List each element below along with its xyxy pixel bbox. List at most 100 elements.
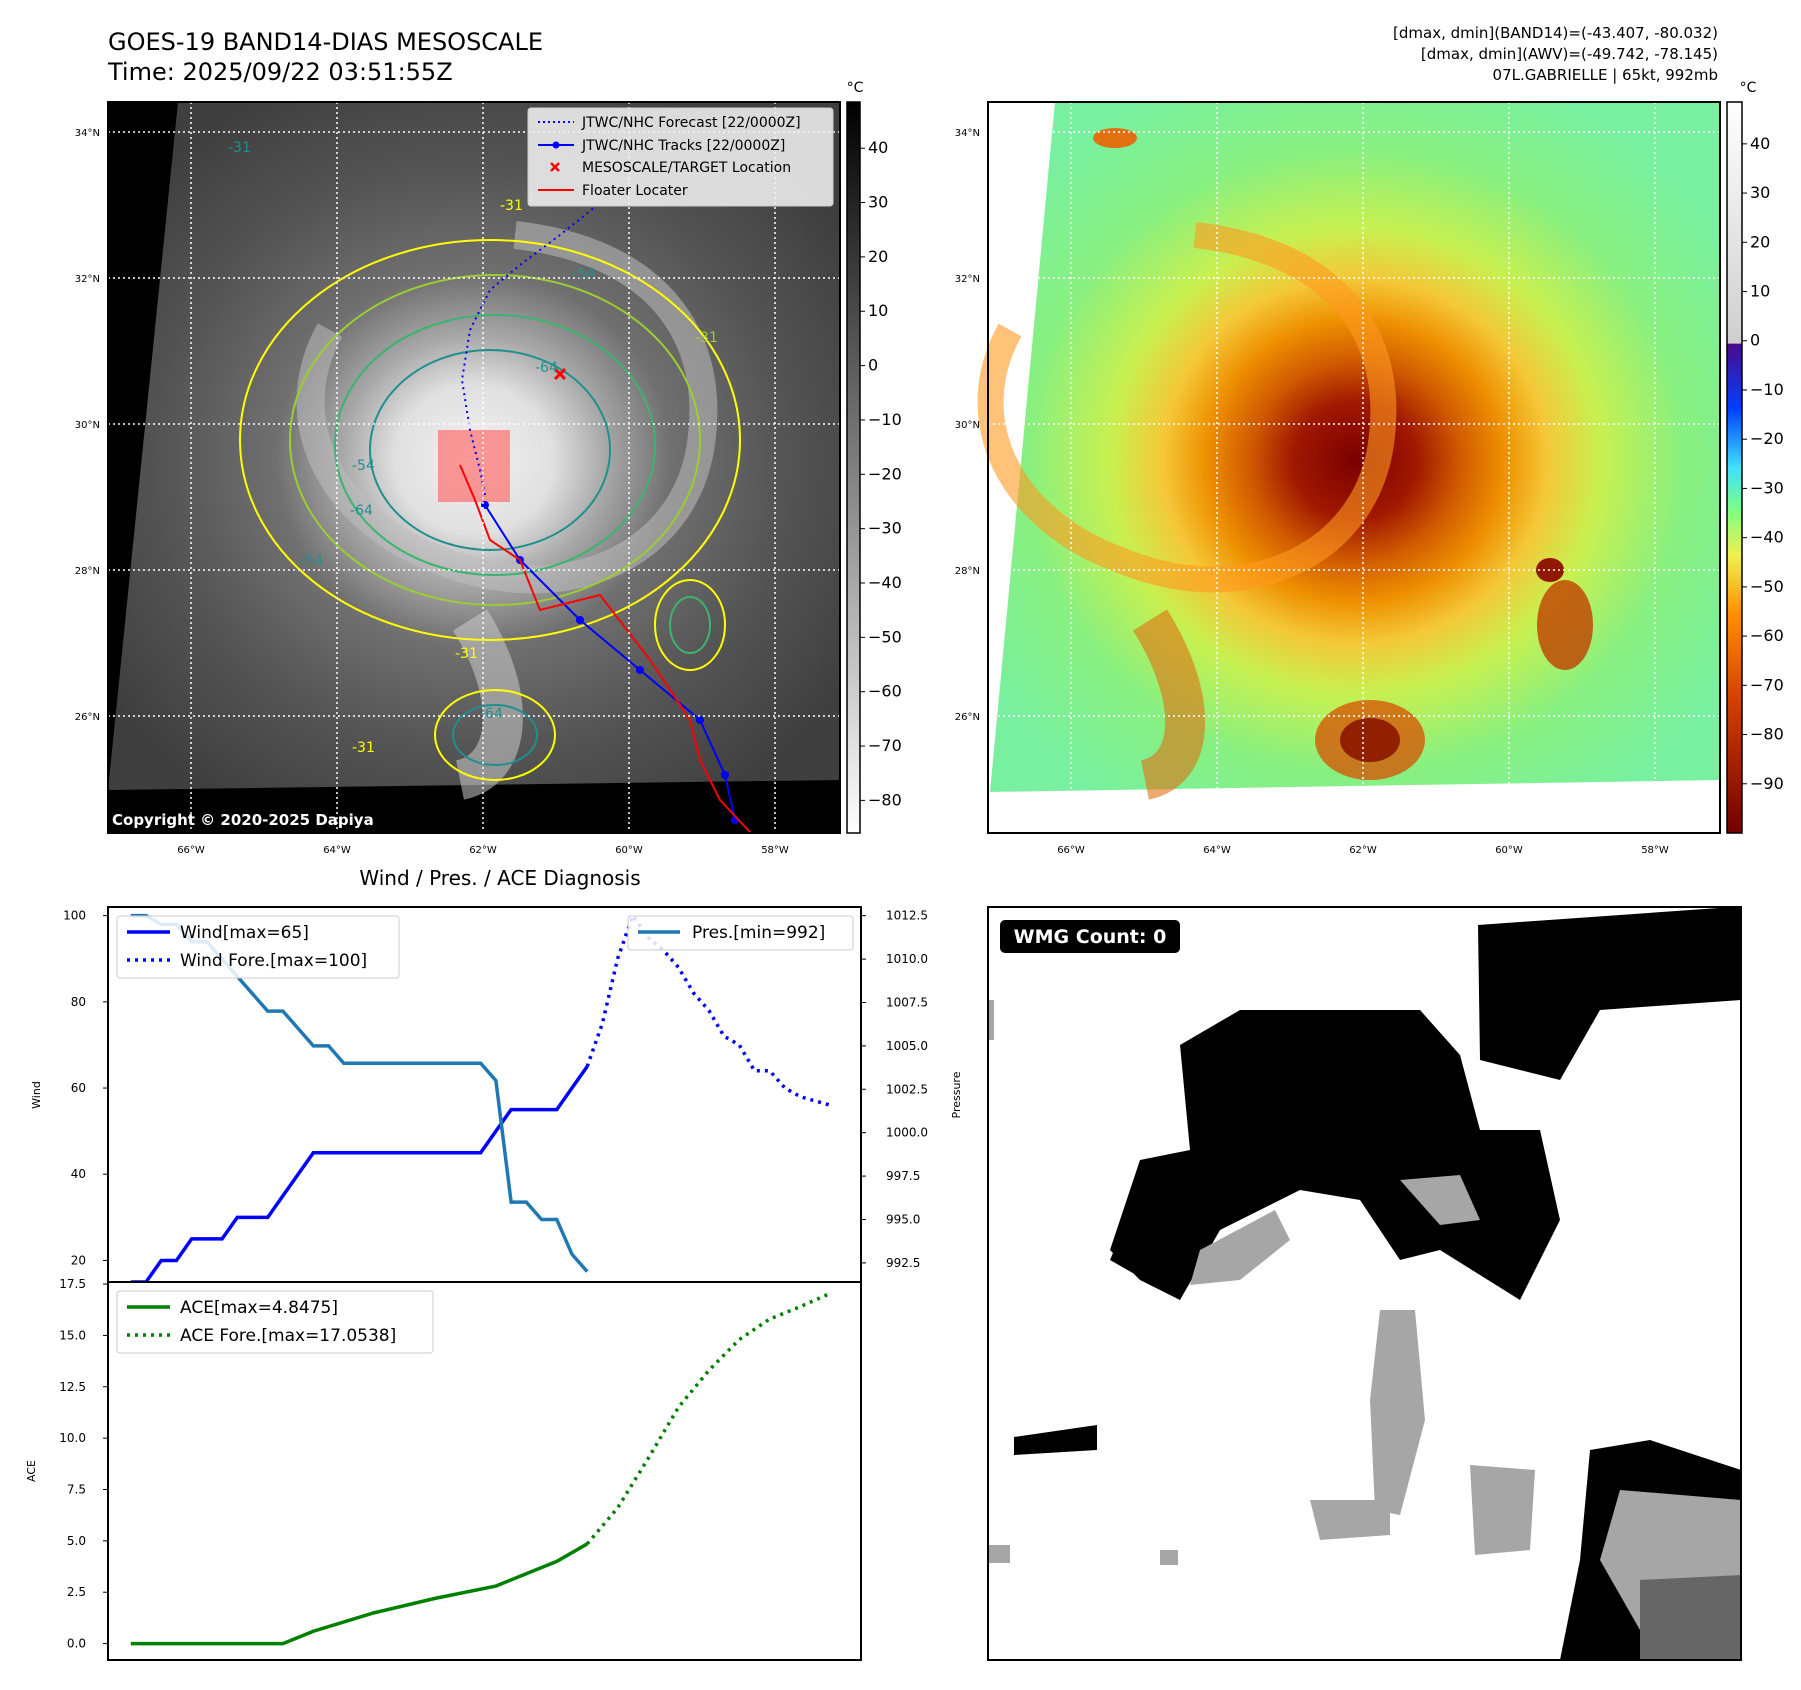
contour-label: -54 <box>300 553 323 569</box>
colorbar-tick-label: −30 <box>1750 478 1784 497</box>
colorbar-tick-label: −80 <box>1750 725 1784 744</box>
y-right-tick-label: 1012.5 <box>886 909 928 923</box>
lon-label: 66°W <box>177 845 205 856</box>
colorbar-tick-label: −20 <box>868 464 902 483</box>
map2-lon-labels: 66°W 64°W 62°W 60°W 58°W <box>1057 845 1669 856</box>
y-tick-label: 15.0 <box>59 1328 86 1342</box>
y-tick-label: 100 <box>63 909 86 923</box>
lon-label: 64°W <box>323 845 351 856</box>
contour-label: -31 <box>352 740 375 756</box>
y-tick-label: 5.0 <box>67 1534 86 1548</box>
colorbar-tick-label: −60 <box>1750 626 1784 645</box>
colorbar-tick-label: −40 <box>868 573 902 592</box>
map2-gridlines <box>988 102 1720 833</box>
contour-label: -54 <box>352 458 375 474</box>
ace-axis-ticks: 0.0 2.5 5.0 7.5 10.0 12.5 15.0 17.5 <box>59 1277 108 1651</box>
map2-lat-labels: 34°N 32°N 30°N 28°N 26°N <box>955 128 980 723</box>
colorbar-tick-label: −50 <box>868 627 902 646</box>
lat-label: 32°N <box>75 274 100 285</box>
colorbar-unit: °C <box>847 80 864 96</box>
contour-label: -64 <box>480 706 503 722</box>
ace-axis-label: ACE <box>25 1460 38 1482</box>
colorbar-tick-label: 10 <box>868 301 888 320</box>
colorbar-tick-label: −40 <box>1750 528 1784 547</box>
contour-label: -64 <box>535 360 558 376</box>
colorbar-tick-label: 40 <box>1750 134 1770 153</box>
y-tick-label: 80 <box>71 995 86 1009</box>
legend-ace: ACE[max=4.8475] <box>180 1298 338 1318</box>
y-tick-label: 0.0 <box>67 1637 86 1651</box>
colorbar-tick-label: −20 <box>1750 429 1784 448</box>
lat-label: 26°N <box>955 712 980 723</box>
ace-panel: 0.0 2.5 5.0 7.5 10.0 12.5 15.0 17.5 ACE ACE[max… <box>25 1277 862 1661</box>
y-right-tick-label: 1002.5 <box>886 1082 928 1096</box>
y-tick-label: 17.5 <box>59 1277 86 1291</box>
wind-axis-ticks: 20 40 60 80 100 <box>63 909 108 1267</box>
y-tick-label: 2.5 <box>67 1585 86 1599</box>
map-legend: JTWC/NHC Forecast [22/0000Z] JTWC/NHC Tr… <box>527 107 834 207</box>
y-tick-label: 10.0 <box>59 1431 86 1445</box>
y-tick-label: 40 <box>71 1167 86 1181</box>
y-right-tick-label: 1000.0 <box>886 1126 928 1140</box>
y-right-tick-label: 1007.5 <box>886 995 928 1009</box>
colorbar-gray-ticks: 40 30 20 10 0 −10 −20 −30 −40 −50 −60 −70 −80 <box>860 138 902 809</box>
lat-label: 32°N <box>955 274 980 285</box>
map-enhanced-ir <box>977 101 1721 834</box>
legend-ace-forecast: ACE Fore.[max=17.0538] <box>180 1326 396 1346</box>
info-awv: [dmax, dmin](AWV)=(-49.742, -78.145) <box>1421 45 1718 63</box>
y-right-tick-label: 1005.0 <box>886 1039 928 1053</box>
map1-lon-labels: 66°W 64°W 62°W 60°W 58°W <box>177 845 789 856</box>
lon-label: 58°W <box>761 845 789 856</box>
wmg-panel: WMG Count: 0 <box>987 906 1742 1661</box>
contour-label: -31 <box>228 140 251 156</box>
lat-label: 30°N <box>75 420 100 431</box>
contour-label: -54 <box>572 266 595 282</box>
y-right-tick-label: 1010.0 <box>886 952 928 966</box>
legend-wind-forecast: Wind Fore.[max=100] <box>180 951 367 971</box>
lon-label: 60°W <box>615 845 643 856</box>
lat-label: 26°N <box>75 712 100 723</box>
colorbar-tick-label: −80 <box>868 790 902 809</box>
contour-labels: -31 -54 -64 -31 -54 -64 -31 -31 -31 -54 … <box>228 140 718 756</box>
floater-locater-line <box>459 464 751 833</box>
y-tick-label: 7.5 <box>67 1482 86 1496</box>
colorbar-tick-label: −70 <box>868 736 902 755</box>
colorbar-tick-label: 0 <box>868 356 878 375</box>
colorbar-tick-label: 0 <box>1750 331 1760 350</box>
contour-label: -31 <box>455 646 478 662</box>
colorbar-grayscale: °C 40 30 20 10 0 −10 −20 −30 −40 −50 −60 −70 −80 <box>846 80 902 834</box>
lon-label: 60°W <box>1495 845 1523 856</box>
series-line-wind-forecast <box>585 911 832 1107</box>
contour-label: -31 <box>695 330 718 346</box>
legend-tracks: JTWC/NHC Tracks [22/0000Z] <box>581 138 785 154</box>
figure-title: GOES-19 BAND14-DIAS MESOSCALE <box>108 28 543 56</box>
colorbar-tick-label: −90 <box>1750 774 1784 793</box>
map1-gridlines <box>108 102 840 833</box>
y-right-tick-label: 995.0 <box>886 1213 920 1227</box>
figure-time: Time: 2025/09/22 03:51:55Z <box>107 58 453 86</box>
lat-label: 28°N <box>955 566 980 577</box>
map1-lat-labels: 34°N 32°N 30°N 28°N 26°N <box>75 128 100 723</box>
floater-box <box>438 430 510 502</box>
legend-forecast: JTWC/NHC Forecast [22/0000Z] <box>581 115 801 131</box>
colorbar-tick-label: −10 <box>868 410 902 429</box>
lat-label: 34°N <box>75 128 100 139</box>
contour-label: -64 <box>350 503 373 519</box>
diagnosis-title: Wind / Pres. / ACE Diagnosis <box>359 866 640 890</box>
colorbar-tick-label: 30 <box>1750 183 1770 202</box>
colorbar-tick-label: −50 <box>1750 577 1784 596</box>
map-grayscale-ir <box>107 101 841 834</box>
target-location-marker <box>553 367 567 381</box>
wind-pressure-panel: 20 40 60 80 100 992.5 995.0 997.5 1000.0 1002.5 1… <box>30 906 963 1284</box>
colorbar-tick-label: −30 <box>868 519 902 538</box>
colorbar-tick-label: 10 <box>1750 282 1770 301</box>
series-line-ace-forecast <box>585 1291 832 1546</box>
wmg-count-label: WMG Count: 0 <box>1014 926 1167 948</box>
legend-wind: Wind[max=65] <box>180 923 309 943</box>
lat-label: 34°N <box>955 128 980 139</box>
pressure-axis-label: Pressure <box>950 1071 963 1118</box>
colorbar-tick-label: 20 <box>1750 232 1770 251</box>
y-tick-label: 60 <box>71 1081 86 1095</box>
colorbar-enhanced: °C 40 30 20 10 0 −10 −20 −30 −40 −50 −60 −70 −80 −90 <box>1726 80 1784 834</box>
